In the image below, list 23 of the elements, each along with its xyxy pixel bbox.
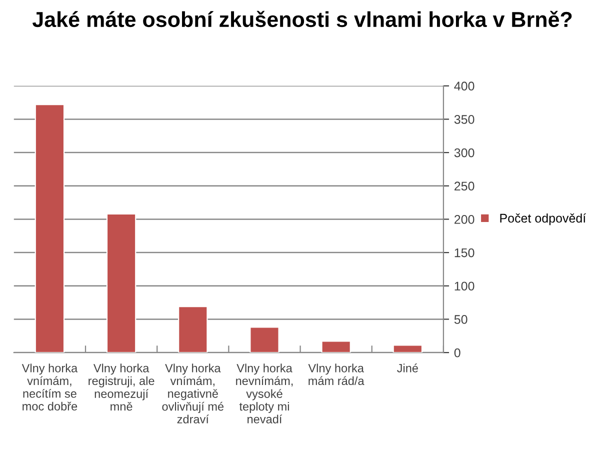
bar <box>178 306 208 353</box>
y-tick-label: 200 <box>454 215 474 224</box>
y-tick-label: 0 <box>454 348 460 358</box>
x-tick-label: Vlny horka vnímám, negativně ovlivňují mé zdraví <box>162 364 224 424</box>
chart-title: Jaké máte osobní zkušenosti s vlnami horka v Brně? <box>32 10 572 28</box>
x-tick-label: Vlny horka nevnímám, vysoké teploty mi nevadí <box>236 364 293 424</box>
y-tick-label: 150 <box>454 248 474 258</box>
x-tick-label: Vlny horka registruji, ale neomezují mně <box>88 364 154 411</box>
x-tick-label: Vlny horka mám rád/a <box>308 364 364 386</box>
bar <box>250 326 280 353</box>
y-tick-label: 50 <box>454 315 468 324</box>
x-tick-label: Vlny horka vnímám, necítím se moc dobře <box>22 364 78 410</box>
x-tick-label: Jiné <box>397 364 418 372</box>
y-tick-label: 100 <box>454 282 474 291</box>
y-tick-label: 350 <box>454 115 474 124</box>
bar <box>321 340 351 353</box>
bar <box>106 213 136 353</box>
bar <box>392 344 423 353</box>
legend-label: Počet odpovědí <box>500 213 586 226</box>
y-tick-label: 400 <box>454 82 474 91</box>
y-tick-label: 300 <box>454 148 474 158</box>
y-tick-label: 250 <box>454 182 474 191</box>
bar <box>34 104 65 353</box>
